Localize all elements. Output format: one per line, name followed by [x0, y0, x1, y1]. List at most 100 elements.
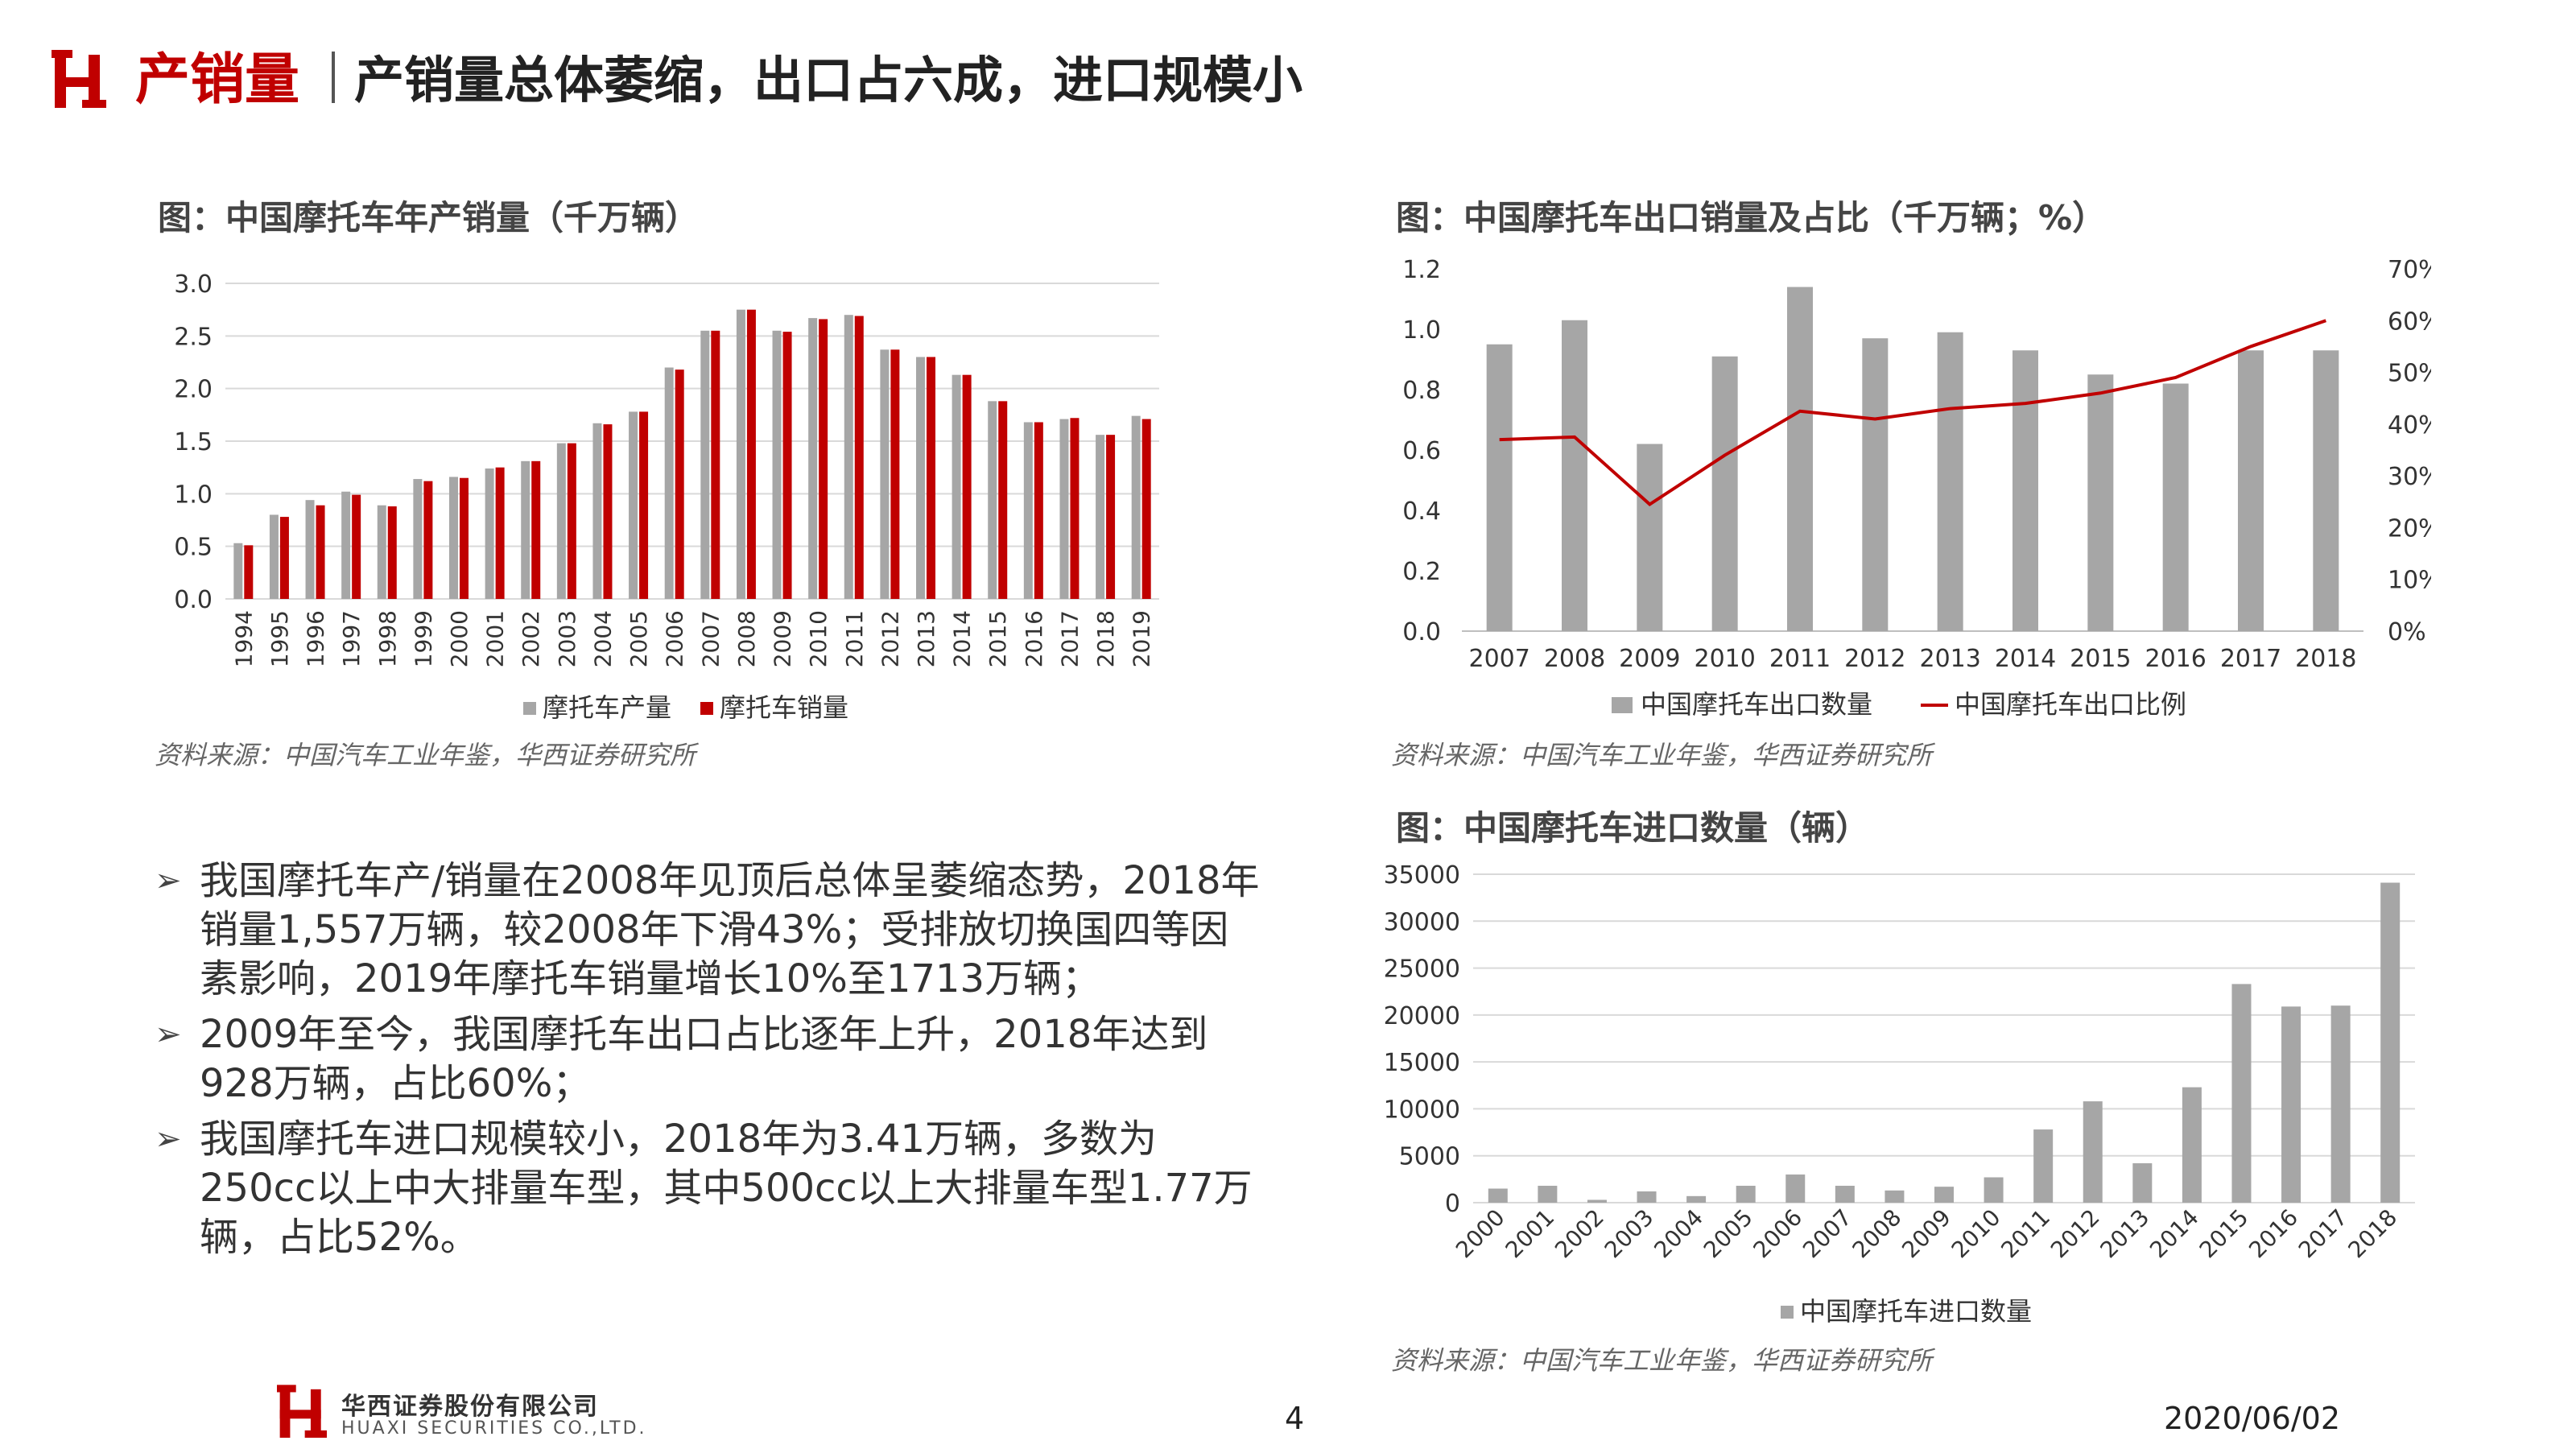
x-tick-label: 2009 [1897, 1204, 1956, 1264]
bar [556, 443, 566, 599]
bar [377, 505, 386, 599]
chart2-export-share: 0.0 0.2 0.4 0.6 0.8 1.0 1.2 0% 10% 20% 30% 40% 50% 60… [1402, 256, 2431, 720]
bar [1488, 1188, 1508, 1203]
x-tick-label: 1995 [266, 610, 293, 667]
x-tick-label: 2011 [841, 610, 868, 667]
bar [998, 401, 1008, 599]
x-tick-label: 2018 [1092, 610, 1119, 667]
bar [603, 424, 613, 599]
bar [495, 467, 505, 599]
y-tick-label: 0.8 [1402, 377, 1441, 405]
bar [1637, 444, 1663, 631]
bar [1034, 422, 1043, 599]
x-tick-label: 2011 [1996, 1204, 2055, 1264]
y-tick-label: 0.0 [1402, 618, 1441, 646]
bar [2231, 984, 2252, 1203]
bar [808, 318, 818, 599]
legend-swatch [523, 702, 536, 715]
bar [592, 423, 602, 599]
bar [639, 411, 649, 599]
header-divider [332, 52, 335, 103]
y-tick-label: 10000 [1384, 1096, 1460, 1124]
y-tick-label: 0.4 [1402, 497, 1441, 526]
legend-swatch [1781, 1306, 1794, 1319]
huaxi-logo-icon [52, 50, 106, 108]
footer-logo-icon [277, 1385, 327, 1438]
bar [341, 491, 351, 599]
y-tick-label: 25000 [1384, 956, 1460, 984]
x-tick-label: 2008 [733, 610, 760, 667]
bar [305, 500, 315, 599]
x-tick-label: 2016 [2244, 1204, 2303, 1264]
x-tick-label: 2015 [2070, 645, 2131, 673]
bar [1934, 1187, 1954, 1203]
bar [1835, 1186, 1855, 1203]
bar [1587, 1199, 1607, 1203]
x-tick-label: 2017 [2293, 1204, 2353, 1264]
footer-company-en: HUAXI SECURITIES CO.,LTD. [341, 1418, 647, 1439]
bar [387, 506, 397, 599]
bar [567, 443, 576, 599]
bar [819, 319, 828, 599]
bar [1070, 418, 1080, 599]
y-tick-label: 1.0 [174, 481, 213, 509]
bar [782, 332, 792, 599]
x-tick-label: 2013 [2095, 1204, 2155, 1264]
legend-label: 摩托车销量 [720, 692, 848, 723]
bar [962, 374, 972, 599]
bar [988, 401, 997, 599]
x-tick-label: 2018 [2343, 1204, 2402, 1264]
x-tick-label: 2007 [697, 610, 724, 667]
x-tick-label: 2016 [2145, 645, 2206, 673]
chart3-source: 资料来源：中国汽车工业年鉴，华西证券研究所 [1391, 1345, 1933, 1376]
y-tick-label: 20000 [1384, 1002, 1460, 1030]
y2-tick-label: 60% [2388, 308, 2431, 336]
legend-swatch [1612, 697, 1633, 713]
header-category: 产销量 [135, 48, 300, 112]
legend-swatch [700, 702, 713, 715]
bar [2132, 1163, 2153, 1203]
bar [423, 481, 433, 599]
chart2-source: 资料来源：中国汽车工业年鉴，华西证券研究所 [1391, 740, 1933, 770]
y-tick-label: 3.0 [174, 270, 213, 299]
x-tick-label: 2017 [2220, 645, 2281, 673]
x-tick-label: 2006 [1748, 1204, 1807, 1264]
x-tick-label: 2014 [949, 610, 976, 667]
bar [736, 309, 745, 599]
y-tick-label: 1.2 [1402, 256, 1441, 284]
bullet-text: 我国摩托车产/销量在2008年见顶后总体呈萎缩态势，2018年销量1,557万辆… [200, 858, 1260, 1001]
y2-tick-label: 50% [2388, 360, 2431, 388]
x-tick-label: 2014 [2145, 1204, 2204, 1264]
bar [629, 411, 638, 599]
x-tick-label: 2015 [2194, 1204, 2254, 1264]
y-tick-label: 1.0 [1402, 316, 1441, 345]
x-tick-label: 2005 [625, 610, 652, 667]
y-tick-label: 1.5 [174, 428, 213, 456]
bar [890, 349, 900, 599]
bar [244, 545, 254, 599]
bar [700, 330, 710, 599]
bar [2281, 1006, 2301, 1203]
y-tick-label: 30000 [1384, 908, 1460, 936]
bar [1885, 1190, 1905, 1203]
x-tick-label: 2010 [805, 610, 832, 667]
bar [1785, 1174, 1806, 1203]
bar [1141, 419, 1151, 599]
chart1-production-sales: 0.0 0.5 1.0 1.5 2.0 2.5 3.0 1994 1995 1996 1997 199… [174, 270, 1159, 723]
x-tick-label: 2018 [2295, 645, 2356, 673]
chart2-title: 图：中国摩托车出口销量及占比（千万辆；%） [1396, 198, 2107, 237]
x-tick-label: 2000 [446, 610, 473, 667]
arrow-bullet-icon: ➢ [155, 862, 182, 899]
x-tick-label: 2007 [1468, 645, 1530, 673]
x-tick-label: 2009 [770, 610, 796, 667]
bar [2087, 374, 2114, 631]
x-tick-label: 2011 [1769, 645, 1831, 673]
bullet-text: 我国摩托车进口规模较小，2018年为3.41万辆，多数为250cc以上中大排量车… [200, 1117, 1253, 1260]
x-tick-label: 2008 [1544, 645, 1605, 673]
x-tick-label: 2012 [2046, 1204, 2105, 1264]
bar [664, 367, 674, 599]
bar [1106, 435, 1116, 599]
bar [269, 514, 279, 599]
y-tick-label: 0.5 [174, 534, 213, 562]
x-tick-label: 1999 [410, 610, 436, 667]
